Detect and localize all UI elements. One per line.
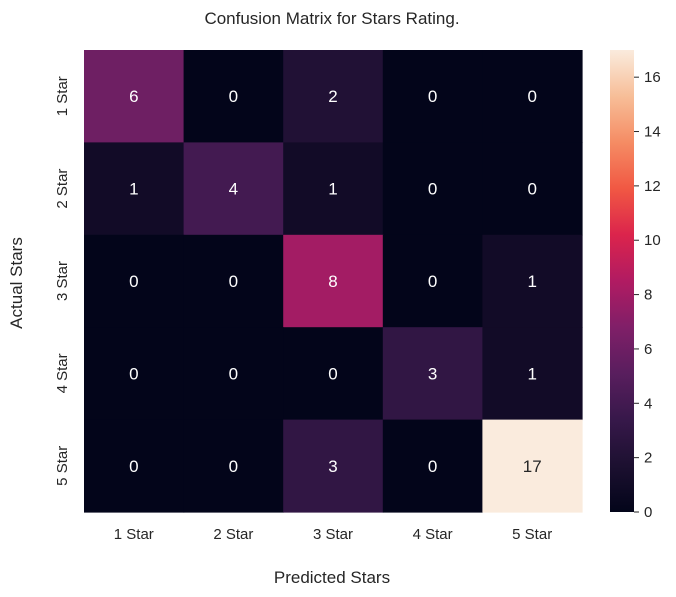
heatmap-cell <box>382 234 483 328</box>
cell-value-label: 0 <box>428 457 437 476</box>
colorbar-tick-label: 8 <box>644 287 652 304</box>
heatmap-cell <box>183 419 284 513</box>
heatmap-cell <box>84 327 185 421</box>
heatmap-cell <box>382 50 483 143</box>
heatmap-cell <box>183 234 284 328</box>
cell-value-label: 4 <box>229 180 238 199</box>
colorbar-tick-label: 0 <box>644 504 652 521</box>
cell-value-labels: 6 0 2 0 0 1 4 1 0 0 0 0 8 0 1 0 0 0 3 1 0 0 3 0 17 <box>129 87 542 476</box>
colorbar-tick-label: 12 <box>644 178 661 195</box>
y-axis-tick-labels: 1 Star 2 Star 3 Star 4 Star 5 Star <box>54 76 71 486</box>
colorbar <box>610 50 634 512</box>
heatmap-cell <box>382 419 483 513</box>
heatmap-cell <box>283 50 384 143</box>
colorbar-tick-label: 2 <box>644 450 652 467</box>
cell-value-label: 0 <box>527 87 536 106</box>
cell-value-label: 17 <box>523 457 542 476</box>
heatmap-cell <box>283 419 384 513</box>
colorbar-tick-label: 10 <box>644 232 661 249</box>
cell-value-label: 0 <box>527 180 536 199</box>
colorbar-tick-labels: 0 2 4 6 8 10 12 14 16 <box>634 69 661 521</box>
cell-value-label: 1 <box>527 272 536 291</box>
heatmap-cell <box>183 50 284 143</box>
colorbar-tick-label: 6 <box>644 341 652 358</box>
x-tick-label: 4 Star <box>413 526 453 543</box>
heatmap-cell <box>283 234 384 328</box>
x-axis-tick-labels: 1 Star 2 Star 3 Star 4 Star 5 Star <box>114 526 552 543</box>
cell-value-label: 8 <box>328 272 337 291</box>
heatmap-cell <box>283 142 384 236</box>
heatmap-cell <box>382 142 483 236</box>
x-tick-label: 5 Star <box>512 526 552 543</box>
cell-value-label: 2 <box>328 87 337 106</box>
heatmap-cell <box>482 419 583 513</box>
heatmap-cells <box>84 50 583 513</box>
chart-title: Confusion Matrix for Stars Rating. <box>204 9 459 28</box>
y-axis-title: Actual Stars <box>7 237 26 329</box>
x-tick-label: 3 Star <box>313 526 353 543</box>
cell-value-label: 0 <box>428 272 437 291</box>
heatmap-cell <box>482 142 583 236</box>
cell-value-label: 0 <box>229 272 238 291</box>
y-tick-label: 1 Star <box>54 76 71 116</box>
heatmap-cell <box>482 327 583 421</box>
cell-value-label: 0 <box>129 272 138 291</box>
colorbar-tick-label: 14 <box>644 124 661 141</box>
heatmap-cell <box>183 327 284 421</box>
cell-value-label: 1 <box>527 364 536 383</box>
cell-value-label: 0 <box>229 364 238 383</box>
heatmap-cell <box>482 50 583 143</box>
cell-value-label: 0 <box>229 87 238 106</box>
cell-value-label: 1 <box>129 180 138 199</box>
cell-value-label: 0 <box>229 457 238 476</box>
cell-value-label: 3 <box>328 457 337 476</box>
y-tick-label: 5 Star <box>54 446 71 486</box>
cell-value-label: 0 <box>328 364 337 383</box>
heatmap-cell <box>84 50 185 143</box>
heatmap-cell <box>382 327 483 421</box>
colorbar-tick-label: 16 <box>644 69 661 86</box>
heatmap-cell <box>84 142 185 236</box>
y-tick-label: 4 Star <box>54 353 71 393</box>
heatmap-cell <box>482 234 583 328</box>
cell-value-label: 6 <box>129 87 138 106</box>
heatmap-cell <box>84 234 185 328</box>
cell-value-label: 1 <box>328 180 337 199</box>
cell-value-label: 0 <box>129 364 138 383</box>
y-tick-label: 2 Star <box>54 169 71 209</box>
cell-value-label: 0 <box>129 457 138 476</box>
cell-value-label: 3 <box>428 364 437 383</box>
heatmap-cell <box>183 142 284 236</box>
colorbar-tick-label: 4 <box>644 395 652 412</box>
cell-value-label: 0 <box>428 180 437 199</box>
heatmap-cell <box>84 419 185 513</box>
heatmap-cell <box>283 327 384 421</box>
y-tick-label: 3 Star <box>54 261 71 301</box>
x-tick-label: 1 Star <box>114 526 154 543</box>
x-axis-title: Predicted Stars <box>274 568 390 587</box>
cell-value-label: 0 <box>428 87 437 106</box>
x-tick-label: 2 Star <box>213 526 253 543</box>
